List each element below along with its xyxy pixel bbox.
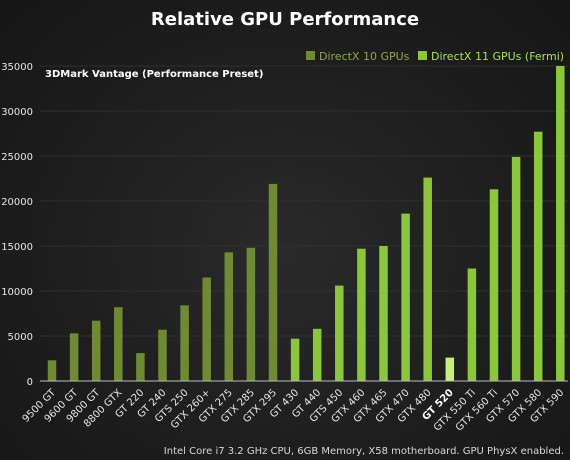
bar (556, 66, 565, 381)
bar (533, 131, 543, 381)
bar (467, 268, 477, 381)
bars-layer (47, 66, 565, 381)
legend-label-directx-11: DirectX 11 GPUs (Fermi) (431, 50, 564, 63)
bar (401, 213, 410, 381)
bar (180, 305, 189, 381)
y-tick-label: 20000 (1, 197, 33, 208)
bar (91, 320, 101, 381)
bar (268, 183, 278, 381)
y-tick-label: 5000 (8, 332, 33, 343)
bar (335, 285, 344, 381)
bar (224, 252, 234, 381)
y-tick-label: 15000 (1, 242, 33, 253)
bar (379, 246, 388, 381)
bar (136, 353, 145, 381)
y-tick-label: 30000 (1, 107, 33, 118)
y-tick-label: 25000 (1, 152, 33, 163)
footnote: Intel Core i7 3.2 GHz CPU, 6GB Memory, X… (164, 446, 564, 457)
bar (202, 277, 211, 381)
y-axis-ticks: 0 5000 10000 15000 20000 25000 30000 35000 (1, 62, 33, 388)
bar (246, 247, 256, 381)
legend-swatch-directx-10 (306, 51, 315, 60)
bar (114, 307, 123, 381)
bar (445, 357, 455, 381)
y-tick-label: 0 (27, 377, 33, 388)
bar (290, 338, 300, 381)
bar (423, 177, 432, 381)
bar (357, 248, 366, 381)
bar (158, 329, 167, 381)
bar (511, 156, 521, 381)
y-tick-label: 35000 (1, 62, 33, 73)
bar (47, 360, 57, 381)
legend: DirectX 10 GPUs DirectX 11 GPUs (Fermi) (306, 50, 564, 63)
bar (69, 333, 79, 381)
legend-label-directx-10: DirectX 10 GPUs (319, 50, 410, 63)
chart-title: Relative GPU Performance (151, 9, 419, 30)
bar (489, 189, 499, 381)
y-tick-label: 10000 (1, 287, 33, 298)
legend-swatch-directx-11 (418, 51, 427, 60)
bar (312, 328, 322, 381)
grid-layer (40, 65, 568, 382)
chart-subtitle: 3DMark Vantage (Performance Preset) (45, 69, 263, 80)
